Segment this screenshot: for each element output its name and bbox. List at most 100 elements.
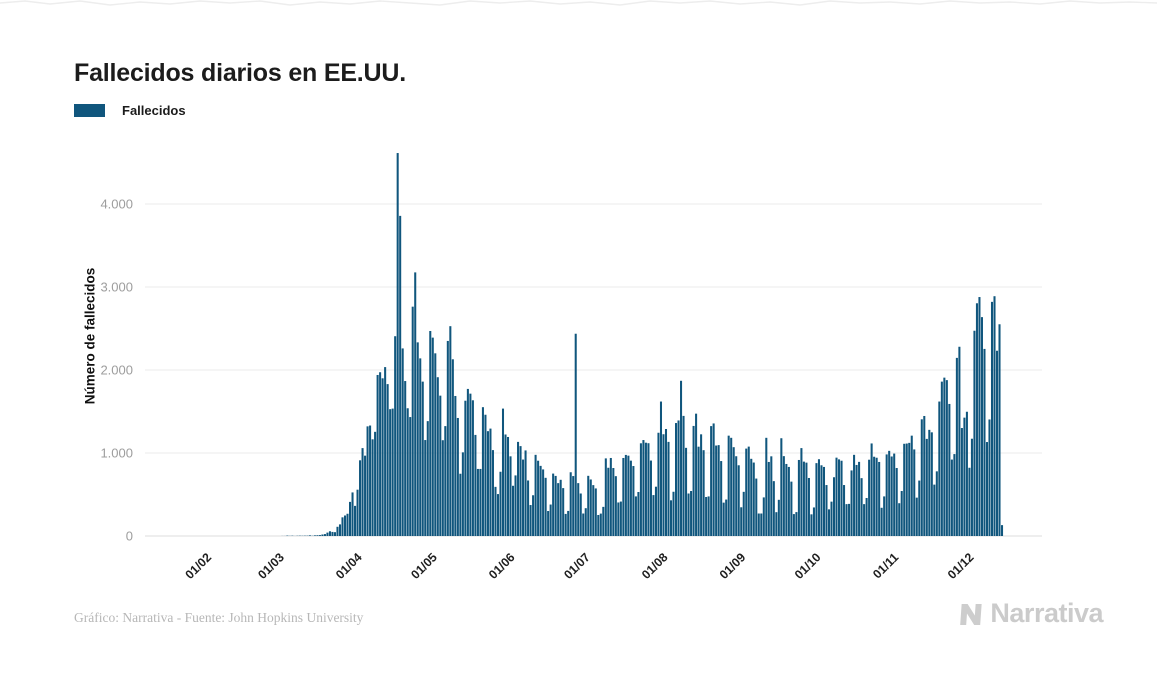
bar[interactable] — [822, 466, 826, 536]
bar[interactable] — [933, 484, 936, 536]
bar[interactable] — [838, 459, 841, 536]
bar[interactable] — [905, 443, 908, 536]
bar[interactable] — [985, 442, 989, 536]
bar[interactable] — [486, 431, 489, 536]
bar[interactable] — [524, 450, 527, 536]
bar[interactable] — [710, 426, 713, 536]
bar[interactable] — [667, 441, 670, 536]
bar[interactable] — [715, 445, 718, 536]
bar[interactable] — [634, 496, 637, 536]
bar[interactable] — [883, 496, 886, 536]
bar[interactable] — [950, 459, 953, 536]
bar[interactable] — [827, 509, 831, 536]
bar[interactable] — [592, 485, 595, 536]
bar[interactable] — [436, 377, 439, 536]
bar[interactable] — [928, 429, 931, 536]
bar[interactable] — [908, 442, 911, 536]
bar[interactable] — [617, 502, 620, 536]
bar[interactable] — [664, 429, 668, 536]
bar[interactable] — [369, 425, 372, 536]
bar[interactable] — [501, 408, 505, 537]
bar[interactable] — [609, 457, 612, 536]
bar[interactable] — [958, 346, 961, 536]
bar[interactable] — [938, 401, 941, 536]
bar[interactable] — [765, 437, 768, 536]
bar[interactable] — [481, 407, 484, 536]
bar[interactable] — [895, 468, 898, 536]
bar[interactable] — [471, 400, 474, 536]
bar[interactable] — [584, 508, 587, 536]
bar[interactable] — [727, 435, 730, 536]
bar[interactable] — [574, 333, 577, 536]
bar[interactable] — [366, 426, 369, 536]
bar[interactable] — [429, 330, 432, 536]
bar[interactable] — [321, 534, 324, 536]
bar[interactable] — [411, 306, 414, 536]
bar[interactable] — [434, 353, 437, 536]
bar[interactable] — [364, 455, 367, 536]
bar[interactable] — [351, 492, 354, 537]
bar[interactable] — [762, 497, 765, 536]
bar[interactable] — [845, 504, 848, 536]
bar[interactable] — [697, 446, 700, 536]
bar[interactable] — [464, 400, 467, 536]
bar[interactable] — [316, 535, 319, 536]
bar[interactable] — [980, 317, 983, 536]
bar[interactable] — [767, 461, 770, 536]
bar[interactable] — [850, 470, 853, 536]
bar[interactable] — [414, 272, 417, 536]
bar[interactable] — [594, 488, 597, 536]
bar[interactable] — [965, 411, 968, 536]
bar[interactable] — [589, 479, 592, 536]
bar[interactable] — [544, 477, 547, 536]
bar[interactable] — [717, 445, 720, 537]
bar[interactable] — [930, 432, 933, 536]
bar[interactable] — [506, 436, 510, 536]
bar[interactable] — [998, 324, 1001, 536]
bar[interactable] — [386, 384, 389, 536]
bar[interactable] — [394, 336, 397, 536]
bar[interactable] — [752, 462, 755, 536]
bar[interactable] — [730, 437, 733, 536]
bar[interactable] — [484, 414, 487, 536]
bar[interactable] — [639, 443, 642, 536]
bar[interactable] — [705, 496, 708, 536]
bar[interactable] — [564, 513, 567, 536]
bar[interactable] — [712, 423, 715, 536]
bar[interactable] — [825, 485, 828, 536]
bar[interactable] — [792, 514, 795, 536]
bar[interactable] — [451, 359, 454, 536]
bar[interactable] — [787, 466, 790, 536]
bar[interactable] — [855, 464, 858, 536]
bar[interactable] — [995, 350, 999, 536]
bar[interactable] — [406, 408, 409, 536]
bar[interactable] — [885, 454, 888, 536]
bar[interactable] — [637, 492, 640, 536]
bar[interactable] — [870, 443, 873, 536]
bar[interactable] — [567, 510, 570, 536]
bar[interactable] — [915, 497, 918, 536]
bar[interactable] — [772, 481, 775, 536]
bar[interactable] — [690, 491, 693, 536]
bar[interactable] — [675, 423, 678, 536]
bar[interactable] — [409, 417, 412, 536]
bar[interactable] — [346, 513, 349, 536]
bar[interactable] — [547, 511, 550, 536]
bar[interactable] — [659, 401, 663, 536]
bar[interactable] — [935, 471, 938, 536]
bar[interactable] — [489, 428, 492, 536]
bar[interactable] — [336, 526, 339, 536]
bar[interactable] — [790, 481, 793, 536]
bar[interactable] — [479, 468, 482, 536]
bar[interactable] — [840, 460, 843, 536]
bar[interactable] — [529, 505, 532, 536]
bar[interactable] — [569, 472, 572, 536]
bar[interactable] — [577, 483, 580, 536]
bar[interactable] — [331, 531, 334, 536]
bar[interactable] — [890, 456, 893, 536]
bar[interactable] — [441, 440, 444, 536]
bar[interactable] — [740, 507, 743, 536]
bar[interactable] — [381, 378, 384, 536]
bar[interactable] — [657, 432, 660, 536]
bar[interactable] — [629, 460, 632, 536]
